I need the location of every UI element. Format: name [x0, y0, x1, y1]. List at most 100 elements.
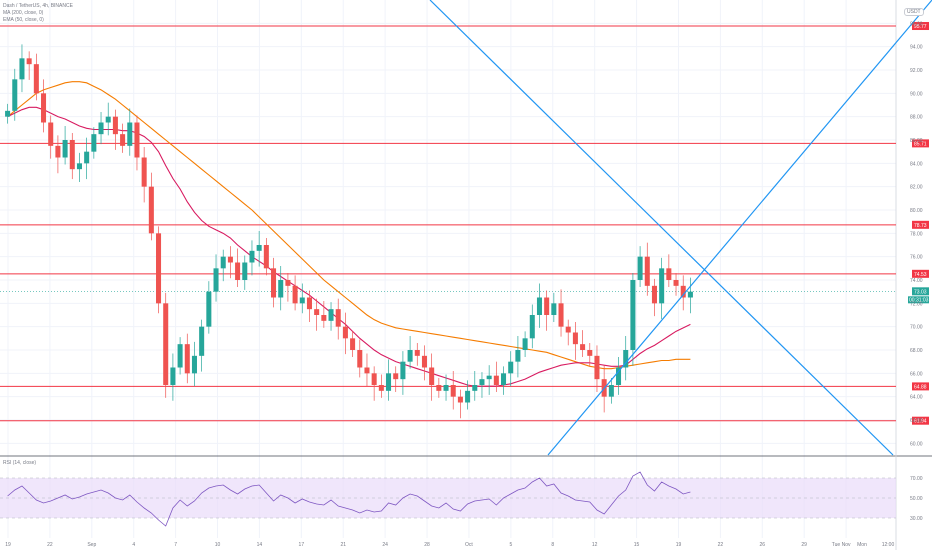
price-tick-2: 64.00 [910, 395, 923, 401]
price-tick-4: 68.00 [910, 348, 923, 354]
price-tick-9: 78.00 [910, 231, 923, 237]
candle-body-50 [364, 367, 370, 374]
level-label-2: 78.73 [914, 223, 927, 229]
level-tag-0 [912, 22, 929, 31]
candle-body-85 [616, 367, 622, 385]
candle-body-68 [493, 375, 499, 385]
candle-body-79 [572, 332, 578, 345]
moving-averages [7, 81, 691, 387]
candle-body-94 [680, 285, 686, 298]
candle-body-71 [515, 350, 521, 362]
descending-trendline [429, 0, 894, 456]
price-tick-0: 60.00 [910, 441, 923, 447]
candle-body-23 [170, 367, 176, 385]
price-tick-11: 82.00 [910, 185, 923, 191]
candle-body-32 [235, 262, 241, 280]
price-tick-7: 74.00 [910, 278, 923, 284]
candle-body-5 [41, 93, 47, 123]
current-price-tag [912, 287, 929, 296]
level-tag-1 [912, 139, 929, 148]
current-price-label: 73.03 [914, 289, 927, 295]
candle-body-69 [501, 373, 507, 385]
candle-body-93 [673, 280, 679, 286]
level-tag-2 [912, 220, 929, 229]
candle-body-53 [386, 373, 392, 391]
candle-body-7 [55, 145, 61, 158]
candle-body-8 [62, 140, 68, 158]
candle-body-36 [263, 245, 269, 269]
candle-body-9 [69, 140, 75, 170]
candle-body-22 [163, 303, 169, 385]
level-label-3: 74.53 [914, 272, 927, 278]
candle-body-75 [544, 297, 550, 315]
candle-body-80 [580, 344, 586, 350]
time-tick-17: 22 [718, 542, 724, 548]
candle-body-40 [292, 285, 298, 304]
candle-body-58 [421, 355, 427, 368]
price-axis[interactable]: 60.00 62.00 64.00 66.00 68.00 70.00 72.00 74.00… [910, 21, 923, 447]
candle-body-62 [450, 385, 456, 397]
candle-body-88 [637, 256, 643, 280]
currency-badge[interactable]: USDT [904, 8, 924, 16]
candle-body-6 [48, 122, 54, 146]
candle-body-54 [393, 373, 399, 380]
time-tick-14: 12 [592, 542, 598, 548]
price-tick-17: 94.00 [910, 45, 923, 51]
price-tick-5: 70.00 [910, 325, 923, 331]
candle-body-19 [141, 157, 147, 187]
candle-body-70 [508, 361, 514, 374]
rsi-pane: 30.00 50.00 70.00 [0, 471, 923, 527]
countdown-label: 00:31:03 [909, 297, 929, 303]
candle-body-56 [407, 350, 413, 362]
candle-body-27 [199, 326, 205, 356]
candle-body-74 [536, 297, 542, 315]
rsi-tick-0: 30.00 [910, 516, 923, 522]
time-tick-20: Nov [842, 542, 851, 548]
candle-body-49 [357, 350, 363, 368]
candle-body-65 [472, 385, 478, 391]
level-tag-5 [912, 416, 929, 425]
time-tick-extra-0: Tue [832, 542, 841, 548]
candle-body-14 [105, 116, 111, 123]
price-tick-12: 84.00 [910, 161, 923, 167]
candle-body-92 [666, 268, 672, 280]
candle-body-3 [26, 58, 32, 65]
candle-body-87 [630, 280, 636, 350]
candle-body-59 [429, 367, 435, 385]
time-tick-19: 29 [801, 542, 807, 548]
candle-body-12 [91, 134, 97, 152]
time-tick-5: 10 [215, 542, 221, 548]
level-label-1: 85.71 [914, 141, 927, 147]
candle-body-16 [120, 134, 126, 146]
ma200-line [7, 81, 691, 370]
candle-body-20 [148, 186, 154, 234]
time-tick-16: 19 [676, 542, 682, 548]
candle-body-17 [127, 122, 133, 146]
candle-body-15 [112, 116, 118, 135]
candle-body-18 [134, 122, 140, 158]
candle-body-76 [551, 303, 557, 315]
candle-body-11 [84, 151, 90, 164]
ascending-trendline [547, 0, 932, 456]
trendlines[interactable] [429, 0, 932, 456]
time-tick-10: 28 [424, 542, 430, 548]
candle-body-31 [227, 256, 233, 263]
candle-body-0 [5, 110, 11, 117]
candle-body-43 [314, 309, 320, 315]
candle-body-81 [587, 350, 593, 356]
candle-body-33 [242, 262, 248, 280]
candle-body-91 [659, 268, 665, 304]
time-tick-15: 15 [634, 542, 640, 548]
time-axis[interactable]: 19 22 Sep 4 7 10 14 17 21 24 28 Oct 5 8 12 15 19 22 26 29 No… [5, 542, 894, 548]
horizontal-levels[interactable]: 95.77 85.71 78.73 74.53 64.88 61.94 73.03 00:31… [0, 22, 929, 425]
candle-body-89 [644, 256, 650, 286]
price-tick-15: 90.00 [910, 91, 923, 97]
candle-body-86 [623, 350, 629, 368]
candle-body-72 [522, 338, 528, 350]
price-tick-18: 96.00 [910, 21, 923, 27]
time-tick-4: 7 [174, 542, 177, 548]
countdown-tag [908, 296, 929, 304]
price-tick-6: 72.00 [910, 301, 923, 307]
time-tick-9: 24 [382, 542, 388, 548]
